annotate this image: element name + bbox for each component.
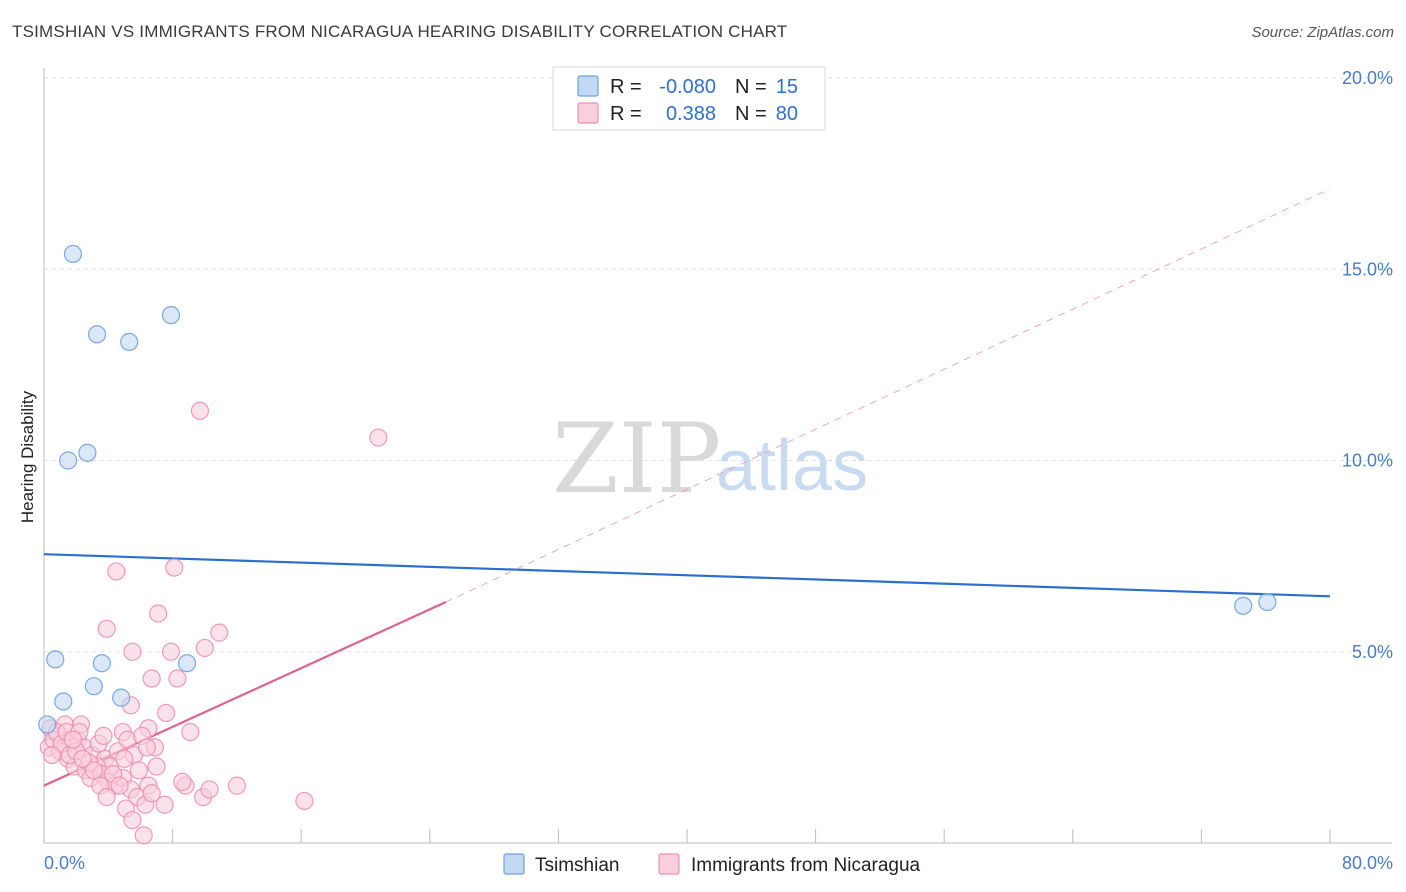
- nicaragua-point-8: [161, 642, 181, 661]
- nicaragua-point-4: [149, 604, 168, 623]
- watermark-atlas: atlas: [716, 426, 868, 506]
- tsimshian-point-11: [112, 688, 131, 707]
- nicaragua-point-77: [63, 730, 83, 749]
- legend-r-value-1: 0.388: [666, 103, 716, 125]
- watermark: ZIP atlas: [552, 403, 868, 515]
- tsimshian-point-8: [177, 654, 197, 673]
- y-tick-label-0: 5.0%: [1352, 642, 1393, 662]
- x-tick-labels: 0.0% 80.0%: [44, 853, 1393, 873]
- y-tick-label-2: 15.0%: [1342, 259, 1393, 279]
- y-axis-label: Hearing Disability: [18, 390, 37, 523]
- legend-n-value-1: 80: [776, 103, 798, 125]
- legend-swatch-nicaragua: [577, 102, 599, 124]
- tsimshian-point-13: [1234, 596, 1253, 615]
- nicaragua-point-6: [195, 638, 214, 658]
- nicaragua-point-55: [295, 791, 314, 811]
- legend-r-label-0: R =: [610, 76, 642, 98]
- nicaragua-point-57: [123, 810, 142, 830]
- nicaragua-point-2: [107, 562, 126, 581]
- legend-n-label-0: N =: [735, 76, 767, 98]
- nicaragua-point-74: [147, 757, 166, 776]
- nicaragua-point-10: [142, 669, 161, 688]
- nicaragua-point-3: [165, 558, 184, 577]
- nicaragua-point-79: [94, 726, 113, 746]
- chart-title: TSIMSHIAN VS IMMIGRANTS FROM NICARAGUA H…: [12, 22, 788, 41]
- axes: [43, 68, 1392, 844]
- data-points: [38, 244, 1277, 845]
- tsimshian-point-1: [87, 325, 107, 344]
- legend-n-value-0: 15: [776, 76, 798, 98]
- tsimshian-point-0: [63, 244, 83, 264]
- series-legend-label-tsimshian: Tsimshian: [535, 855, 619, 876]
- legend-swatch-tsimshian: [577, 75, 599, 97]
- tsimshian-point-9: [54, 692, 73, 711]
- nicaragua-point-9: [123, 642, 142, 661]
- series-legend-swatch-nicaragua: [658, 853, 680, 875]
- nicaragua-trend-extension: [445, 188, 1331, 603]
- source-label: Source: ZipAtlas.com: [1251, 24, 1394, 41]
- series-legend: Tsimshian Immigrants from Nicaragua: [503, 853, 921, 876]
- x-tick-label-1: 80.0%: [1342, 853, 1393, 873]
- tsimshian-point-10: [84, 677, 103, 696]
- nicaragua-point-53: [200, 780, 219, 799]
- nicaragua-point-11: [168, 669, 187, 688]
- legend-r-label-1: R =: [610, 103, 642, 125]
- tsimshian-point-3: [161, 306, 181, 325]
- tsimshian-point-12: [38, 715, 57, 734]
- correlation-legend: R = -0.080 N = 15 R = 0.388 N = 80: [552, 66, 826, 131]
- nicaragua-point-76: [42, 745, 62, 765]
- nicaragua-point-66: [84, 761, 103, 780]
- tsimshian-point-4: [59, 451, 78, 470]
- nicaragua-point-70: [110, 776, 129, 795]
- nicaragua-point-5: [97, 619, 116, 638]
- tsimshian-point-14: [1258, 592, 1277, 612]
- nicaragua-point-78: [73, 749, 92, 768]
- nicaragua-point-72: [129, 761, 148, 780]
- y-tick-labels: 5.0% 10.0% 15.0% 20.0%: [1342, 68, 1393, 662]
- tsimshian-point-2: [120, 332, 139, 352]
- series-legend-label-nicaragua: Immigrants from Nicaragua: [691, 855, 921, 876]
- tsimshian-point-7: [92, 654, 111, 673]
- nicaragua-point-58: [134, 826, 153, 845]
- y-tick-label-1: 10.0%: [1342, 451, 1393, 471]
- nicaragua-point-0: [190, 401, 210, 420]
- legend-n-label-1: N =: [735, 103, 767, 125]
- tsimshian-trend-line: [43, 553, 1331, 598]
- grid-lines: [44, 77, 1392, 653]
- nicaragua-point-54: [227, 776, 246, 795]
- watermark-zip: ZIP: [552, 403, 721, 515]
- tsimshian-point-6: [46, 650, 65, 669]
- x-tick-label-0: 0.0%: [44, 853, 85, 873]
- nicaragua-point-13: [157, 703, 176, 723]
- y-tick-label-3: 20.0%: [1342, 68, 1393, 88]
- nicaragua-point-50: [155, 795, 174, 814]
- nicaragua-point-71: [115, 749, 134, 768]
- nicaragua-point-1: [369, 428, 388, 447]
- nicaragua-point-7: [210, 623, 229, 642]
- legend-r-value-0: -0.080: [659, 76, 716, 98]
- nicaragua-point-14: [181, 722, 200, 742]
- nicaragua-point-49: [142, 784, 161, 803]
- nicaragua-point-75: [173, 772, 192, 791]
- nicaragua-point-73: [137, 738, 156, 757]
- series-legend-swatch-tsimshian: [503, 853, 525, 875]
- tsimshian-point-5: [78, 443, 97, 462]
- nicaragua-point-68: [97, 787, 116, 807]
